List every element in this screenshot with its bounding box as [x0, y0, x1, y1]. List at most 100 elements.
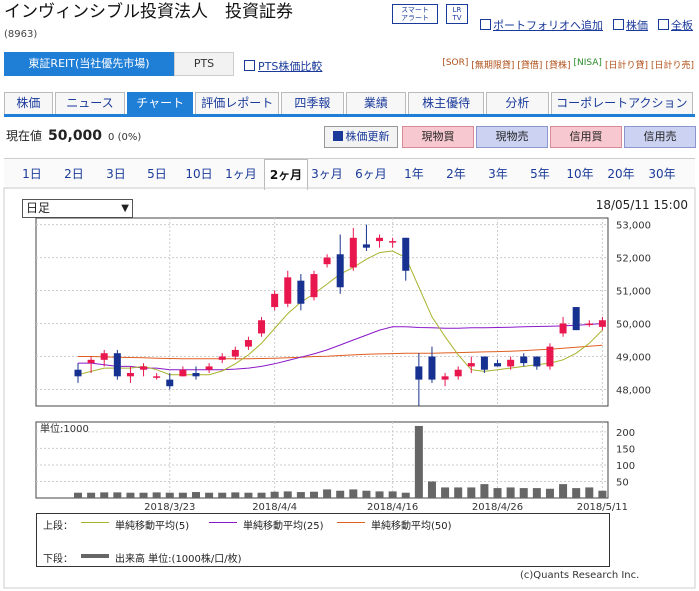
refresh-icon	[332, 131, 343, 141]
candle-body	[179, 369, 187, 377]
candle-body	[507, 359, 515, 367]
period-tab[interactable]: 3年	[488, 167, 508, 181]
period-tab[interactable]: 10日	[185, 167, 213, 181]
legend-ma5: 単純移動平均(5)	[115, 521, 190, 532]
volume-bar	[427, 481, 436, 498]
chevron-down-icon: ▼	[121, 203, 129, 214]
volume-bar	[139, 492, 148, 498]
candle-body	[376, 237, 384, 242]
pts-compare-link[interactable]: PTS株価比較	[244, 58, 322, 74]
period-tab[interactable]: 3ヶ月	[311, 167, 343, 181]
candle-body	[153, 376, 161, 378]
volume-bar	[87, 492, 96, 498]
period-tab[interactable]: 30年	[648, 167, 676, 181]
market-tab-tse[interactable]: 東証REIT(当社優先市場)	[4, 52, 174, 76]
nav-tab[interactable]: 業績	[345, 92, 407, 114]
period-tab[interactable]: 2年	[446, 167, 466, 181]
volume-plot-area	[35, 421, 609, 499]
price-tick-label: 50,000	[616, 320, 651, 331]
add-portfolio-link[interactable]: ポートフォリオへ追加	[480, 17, 603, 33]
nav-tab[interactable]: 評価レポート	[195, 92, 280, 114]
period-tab[interactable]: 2日	[64, 167, 84, 181]
period-tabs: 1日 2日 3日 5日 10日 1ヶ月 2ヶ月 3ヶ月 6ヶ月 1年 2年 3年 5年 10年 20年 30年	[4, 158, 695, 190]
nav-tab[interactable]: ニュース	[54, 92, 126, 114]
ma50-line	[78, 344, 603, 360]
market-tab-pts[interactable]: PTS	[174, 52, 234, 76]
period-tab[interactable]: 3日	[106, 167, 126, 181]
period-tab[interactable]: 10年	[566, 167, 594, 181]
candle-body	[218, 356, 226, 360]
main-nav: 株価 ニュース チャート 評価レポート 四季報 業績 株主優待 分析 コーポレートアクション	[4, 92, 695, 117]
full-board-link[interactable]: 全板	[658, 17, 693, 33]
volume-bar	[572, 488, 581, 498]
candle-body	[415, 366, 423, 380]
security-code: (8963)	[4, 29, 38, 40]
margin-sell-button[interactable]: 信用売	[624, 126, 696, 148]
nav-tab[interactable]: チャート	[127, 92, 194, 114]
candle-body	[310, 274, 318, 298]
candle-body	[126, 373, 134, 377]
cash-sell-button[interactable]: 現物売	[476, 126, 548, 148]
period-tab[interactable]: 5日	[147, 167, 167, 181]
volume-bar	[414, 425, 423, 498]
refresh-price-button[interactable]: 株価更新	[324, 126, 398, 148]
candle-body	[166, 379, 174, 387]
price-value: 50,000	[48, 128, 103, 144]
margin-buy-button[interactable]: 信用買	[550, 126, 622, 148]
account-tag: [無期限貸]	[471, 61, 515, 71]
period-tab[interactable]: 1年	[404, 167, 424, 181]
period-tab[interactable]: 6ヶ月	[355, 167, 387, 181]
candle-body	[585, 323, 593, 326]
ma25-line	[78, 323, 603, 371]
volume-bar	[178, 492, 187, 498]
price-label: 現在値	[6, 129, 43, 143]
account-tag: [貸借]	[517, 61, 543, 71]
price-tick-label: 53,000	[616, 221, 651, 232]
page-title: インヴィンシブル投資法人 投資証券 (8963)	[4, 2, 294, 45]
volume-bar	[480, 484, 489, 498]
candle-body	[100, 353, 108, 360]
period-tab[interactable]: 20年	[607, 167, 635, 181]
volume-bar	[336, 490, 345, 498]
price-tick-label: 48,000	[616, 386, 651, 397]
legend-lower-label: 下段：	[43, 554, 73, 565]
volume-bar	[559, 484, 568, 498]
account-tag: [日計り売]	[650, 61, 694, 71]
nav-tab[interactable]: 四季報	[281, 92, 344, 114]
volume-tick-label: 100	[616, 461, 635, 472]
candle-body	[140, 366, 148, 370]
x-tick-label: 2018/4/16	[367, 502, 418, 513]
volume-bar	[519, 488, 528, 498]
period-tab[interactable]: 1日	[22, 167, 42, 181]
volume-bar	[165, 492, 174, 498]
volume-bar	[100, 492, 109, 498]
candle-body	[284, 277, 292, 304]
volume-bar	[283, 491, 292, 498]
price-plot-area	[35, 217, 609, 407]
smart-alert-badge[interactable]: スマート アラート	[392, 4, 438, 24]
period-tab[interactable]: 1ヶ月	[225, 167, 257, 181]
period-tab[interactable]: 2ヶ月	[264, 159, 308, 190]
candle-body	[480, 356, 488, 370]
compare-icon	[244, 60, 255, 71]
volume-bar	[585, 487, 594, 498]
price-link[interactable]: 株価	[613, 17, 648, 33]
chart-legend: 上段： 単純移動平均(5) 単純移動平均(25) 単純移動平均(50) 下段： …	[36, 513, 610, 567]
nav-tab[interactable]: コーポレートアクション	[550, 92, 694, 114]
volume-bar	[467, 487, 476, 498]
candle-body	[192, 373, 200, 377]
header-links: ポートフォリオへ追加 株価 全板	[480, 17, 693, 33]
nav-tab[interactable]: 分析	[486, 92, 549, 114]
nav-tab[interactable]: 株価	[4, 92, 53, 114]
nav-tab[interactable]: 株主優待	[408, 92, 485, 114]
candle-body	[244, 340, 252, 347]
candle-body	[572, 307, 580, 331]
cash-buy-button[interactable]: 現物買	[402, 126, 474, 148]
lrtv-badge[interactable]: LR TV	[446, 4, 468, 24]
volume-bar	[257, 492, 266, 498]
period-tab[interactable]: 5年	[530, 167, 550, 181]
candle-body	[441, 376, 449, 380]
board-icon	[658, 19, 669, 30]
legend-ma50-line	[337, 522, 365, 523]
volume-bar	[126, 492, 135, 498]
